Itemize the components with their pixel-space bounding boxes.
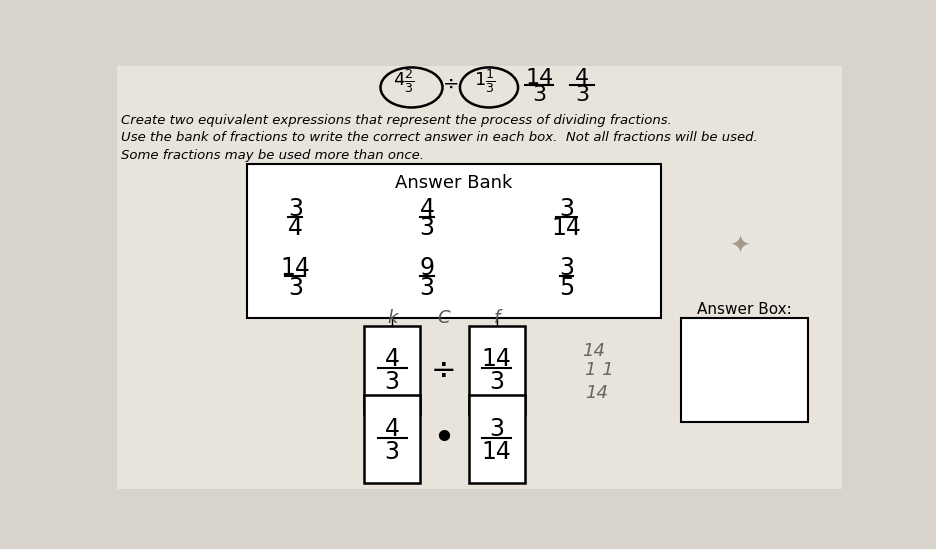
Text: 3: 3 (490, 371, 505, 394)
Text: •: • (432, 421, 456, 458)
Text: 14: 14 (585, 384, 608, 402)
Text: 3: 3 (287, 276, 302, 300)
FancyBboxPatch shape (364, 395, 420, 483)
Text: 4: 4 (419, 197, 434, 221)
Text: 4: 4 (575, 68, 589, 88)
Text: 14: 14 (280, 256, 310, 281)
Text: $1\frac{1}{3}$: $1\frac{1}{3}$ (475, 68, 496, 95)
Text: 5: 5 (559, 276, 574, 300)
Text: Create two equivalent expressions that represent the process of dividing fractio: Create two equivalent expressions that r… (121, 114, 672, 127)
Text: 3: 3 (559, 197, 574, 221)
Text: 3: 3 (385, 371, 400, 394)
Text: 4: 4 (385, 417, 400, 440)
Text: 3: 3 (490, 417, 505, 440)
Text: C: C (438, 310, 450, 327)
Text: 3: 3 (287, 197, 302, 221)
FancyBboxPatch shape (117, 66, 842, 489)
Text: 3: 3 (419, 276, 434, 300)
FancyBboxPatch shape (469, 326, 525, 414)
Text: $\div$: $\div$ (442, 74, 459, 93)
FancyBboxPatch shape (247, 165, 661, 318)
Text: 9: 9 (419, 256, 434, 281)
Text: ✦: ✦ (730, 235, 752, 259)
Text: Answer Box:: Answer Box: (697, 302, 792, 317)
Text: 3: 3 (575, 85, 589, 105)
Text: 1 1: 1 1 (585, 361, 614, 379)
Text: Some fractions may be used more than once.: Some fractions may be used more than onc… (121, 149, 424, 162)
Text: $4\frac{2}{3}$: $4\frac{2}{3}$ (393, 68, 415, 95)
Text: 3: 3 (385, 440, 400, 464)
Text: Use the bank of fractions to write the correct answer in each box.  Not all frac: Use the bank of fractions to write the c… (121, 131, 757, 144)
Text: 14: 14 (482, 440, 512, 464)
Text: 3: 3 (559, 256, 574, 281)
Text: 3: 3 (419, 216, 434, 240)
Text: Answer Bank: Answer Bank (395, 174, 513, 192)
Text: 14: 14 (482, 348, 512, 371)
Text: 14: 14 (582, 342, 605, 360)
Text: f: f (493, 310, 500, 327)
FancyBboxPatch shape (469, 395, 525, 483)
Text: 4: 4 (287, 216, 302, 240)
Text: 4: 4 (385, 348, 400, 371)
Text: ÷: ÷ (431, 356, 457, 384)
FancyBboxPatch shape (364, 326, 420, 414)
FancyBboxPatch shape (681, 318, 809, 422)
Text: 14: 14 (551, 216, 581, 240)
Text: 14: 14 (525, 68, 553, 88)
Text: 3: 3 (533, 85, 547, 105)
Text: k: k (387, 310, 397, 327)
